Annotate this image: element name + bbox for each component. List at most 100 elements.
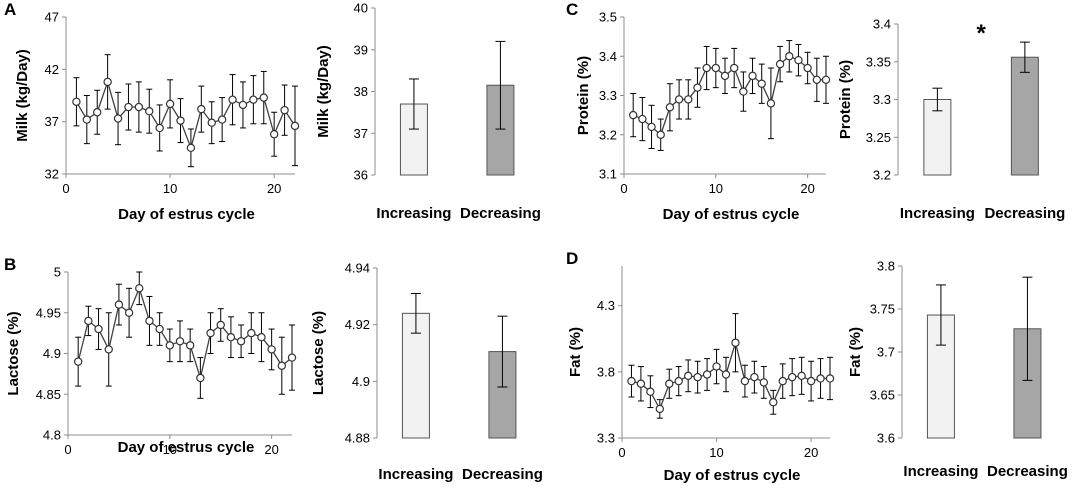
data-point: [647, 122, 656, 132]
data-point: [748, 71, 757, 81]
y-tick-label: 3.2: [873, 168, 891, 183]
data-point: [665, 379, 674, 388]
bar: [401, 312, 430, 439]
data-point: [825, 374, 835, 383]
data-point: [93, 108, 102, 117]
y-tick-label: 4.9: [352, 374, 370, 389]
category-label: Decreasing: [462, 466, 543, 483]
y-tick-label: 3.3: [597, 431, 615, 446]
data-point: [114, 300, 124, 309]
data-point: [684, 95, 693, 104]
data-point: [683, 371, 693, 381]
y-axis-label: Lactose (%): [310, 311, 327, 395]
y-tick-label: 4.92: [345, 317, 370, 332]
data-point: [217, 115, 227, 124]
y-tick-label: 3.8: [597, 364, 615, 379]
data-point: [739, 87, 748, 96]
data-point: [759, 378, 769, 387]
data-point: [124, 102, 133, 112]
data-point: [720, 71, 730, 81]
x-tick-label: 0: [618, 445, 625, 460]
data-point: [267, 345, 276, 354]
data-point: [145, 316, 154, 326]
data-point: [785, 52, 794, 61]
y-tick-label: 3.75: [870, 302, 895, 317]
significance-marker: *: [976, 20, 986, 47]
data-point: [134, 102, 144, 112]
y-tick-label: 3.6: [877, 431, 895, 446]
data-point: [797, 371, 806, 381]
data-point: [73, 357, 83, 366]
data-point: [257, 333, 266, 342]
data-point: [712, 362, 721, 371]
data-point: [155, 324, 164, 334]
y-tick-label: 4.88: [345, 431, 370, 446]
data-point: [290, 121, 300, 131]
data-point: [794, 55, 803, 65]
data-point: [638, 114, 647, 124]
data-point: [113, 114, 123, 123]
y-tick-label: 4.94: [345, 261, 370, 276]
y-tick-label: 3.5: [599, 10, 617, 25]
data-point: [247, 328, 256, 338]
y-tick-label: 5: [54, 265, 61, 280]
data-point: [702, 370, 712, 379]
y-axis-label: Fat (%): [847, 327, 864, 377]
data-point: [287, 353, 297, 362]
x-tick-label: 0: [64, 442, 71, 457]
y-tick-label: 32: [45, 167, 59, 182]
y-tick-label: 38: [354, 84, 368, 99]
data-point: [84, 316, 93, 326]
bar: [923, 99, 952, 176]
data-point: [185, 341, 195, 350]
data-point: [259, 93, 268, 102]
data-point: [757, 79, 766, 88]
data-point: [72, 97, 81, 106]
data-point: [197, 104, 206, 114]
data-point: [277, 361, 287, 370]
data-point: [280, 105, 289, 115]
y-tick-label: 4.85: [36, 387, 61, 402]
data-point: [766, 99, 776, 108]
x-axis-label: Day of estrus cycle: [118, 439, 255, 456]
y-tick-label: 4.9: [43, 346, 61, 361]
data-point: [674, 95, 684, 104]
data-point: [812, 75, 822, 85]
y-tick-label: 40: [354, 1, 368, 16]
y-axis-label: Milk (kg/Day): [14, 49, 31, 142]
panel-label: D: [566, 249, 578, 268]
data-point: [627, 376, 636, 386]
data-point: [769, 398, 778, 407]
category-label: Decreasing: [460, 205, 541, 222]
y-tick-label: 3.2: [599, 127, 617, 142]
y-tick-label: 42: [45, 62, 59, 77]
data-point: [104, 345, 113, 354]
data-point: [228, 95, 237, 104]
y-tick-label: 37: [45, 114, 59, 129]
data-point: [787, 372, 797, 382]
data-point: [775, 59, 785, 69]
y-axis-label: Fat (%): [567, 327, 584, 377]
y-axis-label: Protein (%): [575, 56, 592, 135]
y-tick-label: 37: [354, 126, 368, 141]
data-point: [731, 338, 740, 347]
y-tick-label: 4.95: [36, 305, 61, 320]
data-point: [103, 77, 112, 87]
series-line: [75, 79, 296, 150]
data-point: [740, 376, 750, 386]
data-point: [665, 103, 675, 112]
category-label: Increasing: [900, 205, 975, 222]
y-tick-label: 3.3: [599, 88, 617, 103]
y-tick-label: 4.3: [597, 298, 615, 313]
data-point: [646, 387, 655, 396]
category-label: Increasing: [376, 205, 451, 222]
y-tick-label: 36: [354, 168, 368, 183]
x-tick-label: 10: [709, 181, 723, 196]
category-label: Decreasing: [984, 205, 1065, 222]
data-point: [176, 116, 185, 125]
data-point: [216, 320, 225, 330]
x-tick-label: 20: [800, 181, 814, 196]
data-point: [175, 337, 185, 346]
data-point: [628, 110, 638, 120]
y-axis-label: Lactose (%): [5, 311, 22, 395]
